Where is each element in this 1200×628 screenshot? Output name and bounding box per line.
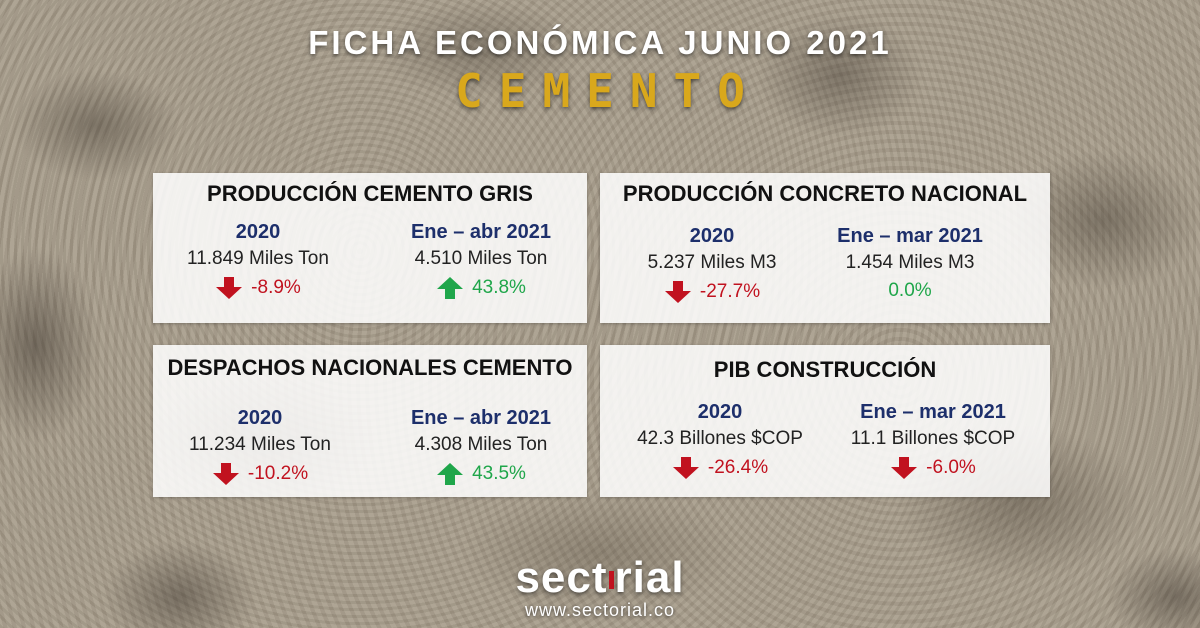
stat-change: -26.4% [620, 456, 820, 480]
stat-value: 4.308 Miles Ton [414, 434, 548, 455]
stat-change: 43.5% [381, 462, 581, 486]
change-value: -6.0% [926, 457, 976, 478]
website-link[interactable]: www.sectorial.co [524, 600, 676, 620]
sectorial-logo: sect rial [0, 553, 1200, 603]
change-value: 43.8% [472, 277, 526, 298]
arrow-down-icon [664, 281, 691, 303]
card-pib-construccion: PIB CONSTRUCCIÓN 2020 42.3 Billones $COP… [600, 345, 1050, 497]
page-title: CEMENTO [455, 64, 761, 118]
card-title: DESPACHOS NACIONALES CEMENTO [167, 355, 573, 380]
arrow-down-icon [216, 277, 243, 299]
stat-2020: 2020 5.237 Miles M3 -27.7% [612, 225, 812, 304]
stat-2021: Ene – abr 2021 4.308 Miles Ton 43.5% [381, 407, 581, 486]
card-produccion-concreto-nacional: PRODUCCIÓN CONCRETO NACIONAL 2020 5.237 … [600, 173, 1050, 323]
logo-text-start: sect [515, 553, 608, 602]
change-value: -26.4% [707, 457, 769, 478]
stat-change: -10.2% [165, 462, 355, 486]
arrow-up-icon [437, 277, 464, 299]
page-supertitle: FICHA ECONÓMICA JUNIO 2021 [308, 24, 892, 61]
stat-change: 0.0% [810, 280, 1010, 302]
stat-change: 43.8% [381, 276, 581, 300]
stat-period: 2020 [689, 225, 735, 247]
stat-value: 1.454 Miles M3 [845, 252, 975, 273]
arrow-up-icon [437, 463, 464, 485]
card-title: PIB CONSTRUCCIÓN [713, 357, 937, 382]
logo-marker-icon [608, 571, 614, 590]
stat-value: 42.3 Billones $COP [637, 428, 803, 449]
stat-period: 2020 [697, 401, 743, 423]
stat-2020: 2020 11.234 Miles Ton -10.2% [165, 407, 355, 486]
change-value: -27.7% [699, 281, 761, 302]
card-title: PRODUCCIÓN CONCRETO NACIONAL [622, 181, 1028, 206]
stat-period: Ene – mar 2021 [860, 401, 1006, 423]
stat-value: 5.237 Miles M3 [647, 252, 777, 273]
stat-2020: 2020 11.849 Miles Ton -8.9% [163, 221, 353, 300]
stat-value: 11.234 Miles Ton [189, 434, 331, 455]
card-produccion-cemento-gris: PRODUCCIÓN CEMENTO GRIS 2020 11.849 Mile… [153, 173, 587, 323]
logo-text-end: rial [614, 553, 685, 602]
change-value: 0.0% [888, 280, 932, 301]
stat-value: 11.849 Miles Ton [187, 248, 329, 269]
arrow-down-icon [672, 457, 699, 479]
stat-value: 11.1 Billones $COP [850, 428, 1016, 449]
stat-change: -27.7% [612, 280, 812, 304]
change-value: -10.2% [247, 463, 309, 484]
stat-period: Ene – mar 2021 [837, 225, 983, 247]
stat-period: 2020 [235, 221, 281, 243]
stat-period: Ene – abr 2021 [410, 407, 552, 429]
stat-2021: Ene – abr 2021 4.510 Miles Ton 43.8% [381, 221, 581, 300]
card-title: PRODUCCIÓN CEMENTO GRIS [207, 181, 533, 206]
stat-2021: Ene – mar 2021 11.1 Billones $COP -6.0% [828, 401, 1038, 480]
stat-period: Ene – abr 2021 [410, 221, 552, 243]
change-value: -8.9% [251, 277, 301, 298]
arrow-down-icon [212, 463, 239, 485]
change-value: 43.5% [472, 463, 526, 484]
arrow-down-icon [891, 457, 918, 479]
stat-period: 2020 [237, 407, 283, 429]
stat-2021: Ene – mar 2021 1.454 Miles M3 0.0% [810, 225, 1010, 302]
stat-value: 4.510 Miles Ton [414, 248, 548, 269]
stat-change: -8.9% [163, 276, 353, 300]
stat-2020: 2020 42.3 Billones $COP -26.4% [620, 401, 820, 480]
card-despachos-nacionales-cemento: DESPACHOS NACIONALES CEMENTO 2020 11.234… [153, 345, 587, 497]
stat-change: -6.0% [828, 456, 1038, 480]
